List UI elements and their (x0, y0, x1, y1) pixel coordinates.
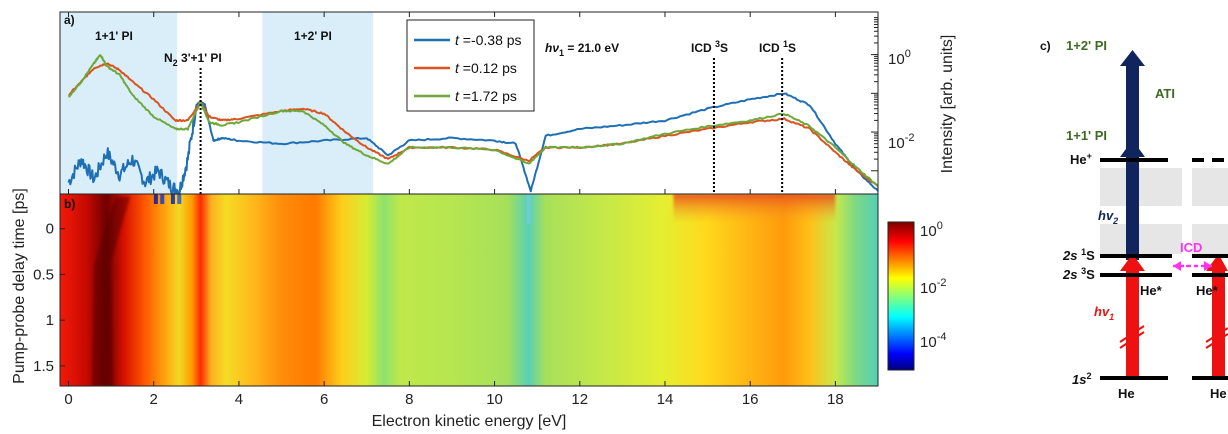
panel-c-level-diagram: c) 1+2' PI ATI 1+1' PI H (1040, 38, 1228, 401)
c-label-1p1: 1+1' PI (1066, 128, 1107, 143)
c-label-hv1: hv1 (1094, 304, 1114, 322)
series-line-2 (68, 62, 878, 187)
ytick-label-b: 0 (46, 221, 54, 238)
ytick-label-b: 1.5 (33, 358, 54, 375)
panel-b-frame (59, 193, 879, 387)
cbar-tick-2: 10-2 (920, 277, 946, 297)
panel-b-label: b) (64, 197, 75, 211)
hv2-arrow-shaft (1126, 152, 1139, 260)
legend-label-2: t =0.12 ps (455, 60, 517, 76)
heatmap-speck (526, 194, 531, 224)
icd-3s-label: ICD 3S (691, 39, 728, 55)
ytick-a-top: 100 (888, 48, 911, 68)
region-1-label: 1+1' PI (95, 29, 133, 43)
xtick-label-b: 18 (827, 391, 844, 408)
heatmap-features (91, 194, 836, 386)
hv1-arrow-shaft (1126, 268, 1139, 378)
c-label-he: He (1118, 386, 1135, 401)
break-mark-right (1205, 327, 1228, 349)
ylabel-b: Pump-probe delay time [ps] (11, 188, 28, 384)
xtick-label-b: 8 (405, 391, 413, 408)
heatmap-feature-icd-top (673, 194, 836, 248)
c-label-he-right: He (1210, 386, 1227, 401)
hv2-arrow-head (1120, 140, 1145, 157)
icd-arrow-head-right (1204, 261, 1212, 271)
hv1-arrow-shaft-right (1212, 268, 1225, 378)
xtick-label-b: 0 (64, 391, 72, 408)
grey-band-lower-left (1100, 224, 1182, 254)
xlabel-b: Electron kinetic energy [eV] (372, 413, 567, 430)
legend-label-3: t =1.72 ps (455, 88, 517, 104)
series-line-3 (68, 54, 878, 188)
c-label-1s2: 1s2 (1072, 371, 1091, 387)
xtick-label-b: 10 (486, 391, 503, 408)
c-label-ati: ATI (1155, 86, 1175, 101)
icd-arrow-head-left (1173, 261, 1181, 271)
break-mark-left (1119, 325, 1145, 349)
c-label-2s3s: 2s 3S (1062, 266, 1095, 282)
shaded-region-2 (262, 12, 374, 194)
c-label-hestar-right: He* (1196, 283, 1219, 298)
c-label-hestar: He* (1140, 283, 1163, 298)
heatmap-speck (177, 194, 182, 204)
c-label-hv2: hv2 (1098, 208, 1118, 226)
heatmap-feature-dark-streak (91, 196, 131, 386)
heatmap-speck (160, 194, 165, 204)
ytick-label-b: 0.5 (33, 266, 54, 283)
xtick-label-b: 6 (320, 391, 328, 408)
panel-a-line-chart: a) 1+1' PI 1+2' PI N2 3'+1' PI hν1 = 21.… (59, 11, 956, 195)
legend: t =-0.38 ps t =0.12 ps t =1.72 ps (406, 19, 535, 112)
panel-b-ticks: 0 2 4 6 8 10 12 14 16 18 0 0.5 1 1.5 (33, 221, 844, 408)
xtick-label-b: 16 (742, 391, 759, 408)
c-label-2s1s: 2s 1S (1062, 247, 1095, 263)
panel-a-label: a) (64, 13, 75, 27)
ytick-label-b: 1 (46, 312, 54, 329)
heatmap-speck (170, 194, 175, 204)
series-line-1 (67, 92, 878, 194)
panel-a-ticks (68, 12, 878, 194)
ati-arrow-head (1120, 50, 1145, 66)
xtick-label-b: 2 (150, 391, 158, 408)
grey-band-upper-left (1100, 168, 1182, 206)
ylabel-a: Intensity [arb. units] (939, 35, 956, 174)
grey-band-lower-right (1192, 224, 1228, 254)
panel-c-label: c) (1040, 39, 1051, 53)
n2-annotation: N2 3'+1' PI (164, 51, 222, 68)
ytick-a-bottom: 10-2 (888, 132, 914, 152)
heatmap-speck (153, 194, 158, 204)
icd-1s-label: ICD 1S (759, 39, 796, 55)
ati-arrow-shaft (1126, 64, 1139, 158)
series-lines (67, 54, 878, 194)
colorbar (887, 221, 915, 371)
photon-energy-label: hν1 = 21.0 eV (545, 41, 619, 58)
c-label-1p2: 1+2' PI (1066, 38, 1107, 53)
xtick-label-b: 14 (657, 391, 674, 408)
region-2-label: 1+2' PI (294, 29, 332, 43)
hv1-arrow-head (1120, 254, 1145, 271)
panel-b-heatmap: 0 2 4 6 8 10 12 14 16 18 0 0.5 1 1.5 b) Pump-probe de… (11, 188, 946, 430)
c-label-heplus: He+ (1070, 151, 1092, 167)
cbar-tick-3: 10-4 (920, 331, 946, 351)
xtick-label-b: 4 (235, 391, 243, 408)
xtick-label-b: 12 (571, 391, 588, 408)
cbar-tick-1: 100 (920, 220, 943, 240)
legend-label-1: t =-0.38 ps (455, 32, 522, 48)
grey-band-upper-right (1192, 168, 1228, 206)
c-label-icd: ICD (1180, 240, 1202, 255)
